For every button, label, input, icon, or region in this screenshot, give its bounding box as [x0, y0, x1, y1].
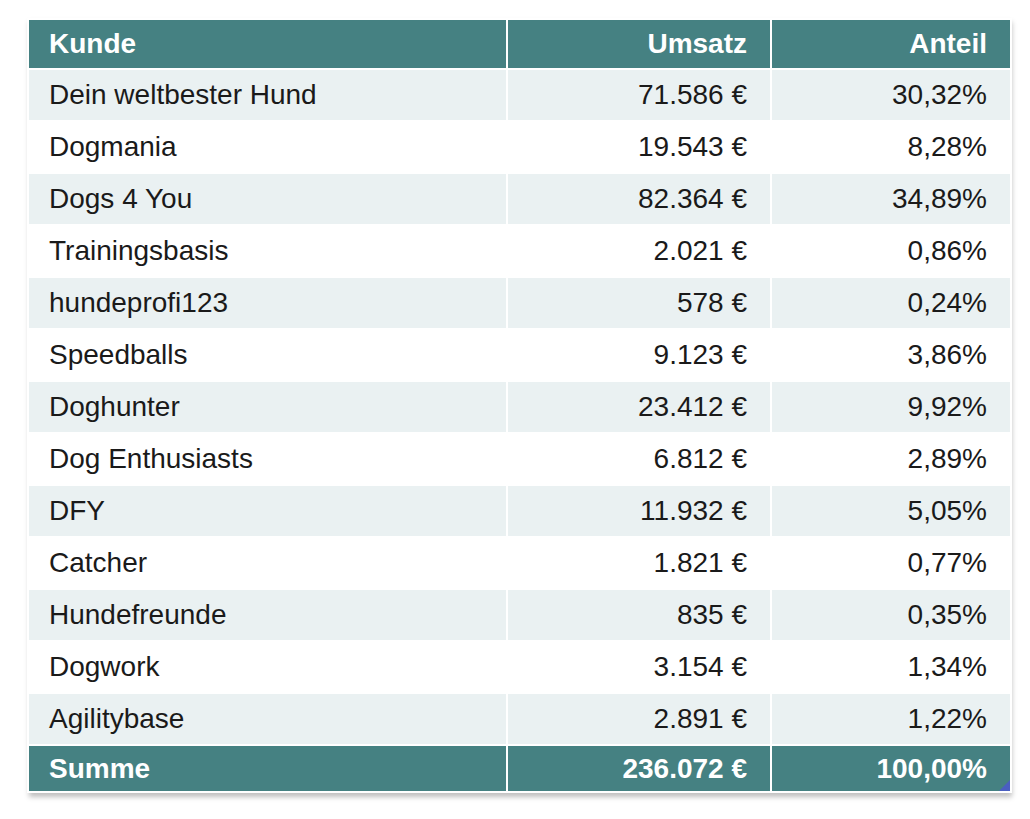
cell-anteil: 5,05% [771, 485, 1011, 537]
cell-kunde: Hundefreunde [28, 589, 507, 641]
cell-anteil: 0,77% [771, 537, 1011, 589]
table-row: Doghunter 23.412 € 9,92% [28, 381, 1011, 433]
cell-anteil: 9,92% [771, 381, 1011, 433]
cell-umsatz: 9.123 € [507, 329, 771, 381]
cell-umsatz: 19.543 € [507, 121, 771, 173]
table-row: Dogs 4 You 82.364 € 34,89% [28, 173, 1011, 225]
cell-kunde: Dein weltbester Hund [28, 69, 507, 121]
table-row: Dogwork 3.154 € 1,34% [28, 641, 1011, 693]
summary-anteil-value: 100,00% [876, 753, 987, 784]
cell-kunde: Agilitybase [28, 693, 507, 745]
column-header-kunde: Kunde [28, 19, 507, 69]
summary-umsatz: 236.072 € [507, 745, 771, 792]
table-row: Agilitybase 2.891 € 1,22% [28, 693, 1011, 745]
table-row: Speedballs 9.123 € 3,86% [28, 329, 1011, 381]
table-row: Catcher 1.821 € 0,77% [28, 537, 1011, 589]
cell-kunde: Trainingsbasis [28, 225, 507, 277]
table-row: Dein weltbester Hund 71.586 € 30,32% [28, 69, 1011, 121]
cell-umsatz: 6.812 € [507, 433, 771, 485]
cell-kunde: Dogwork [28, 641, 507, 693]
cell-umsatz: 71.586 € [507, 69, 771, 121]
cell-umsatz: 1.821 € [507, 537, 771, 589]
table-row: DFY 11.932 € 5,05% [28, 485, 1011, 537]
cell-umsatz: 82.364 € [507, 173, 771, 225]
table-row: hundeprofi123 578 € 0,24% [28, 277, 1011, 329]
cell-kunde: Catcher [28, 537, 507, 589]
cell-anteil: 0,35% [771, 589, 1011, 641]
table-row: Hundefreunde 835 € 0,35% [28, 589, 1011, 641]
cell-anteil: 30,32% [771, 69, 1011, 121]
cell-kunde: Dog Enthusiasts [28, 433, 507, 485]
customer-revenue-table: Kunde Umsatz Anteil Dein weltbester Hund… [27, 18, 1010, 793]
cell-umsatz: 2.021 € [507, 225, 771, 277]
cell-anteil: 1,22% [771, 693, 1011, 745]
summary-label: Summe [28, 745, 507, 792]
cell-umsatz: 3.154 € [507, 641, 771, 693]
header-row: Kunde Umsatz Anteil [28, 19, 1011, 69]
cell-kunde: Doghunter [28, 381, 507, 433]
table-row: Dog Enthusiasts 6.812 € 2,89% [28, 433, 1011, 485]
cell-kunde: Speedballs [28, 329, 507, 381]
cell-anteil: 8,28% [771, 121, 1011, 173]
table-row: Dogmania 19.543 € 8,28% [28, 121, 1011, 173]
cell-kunde: DFY [28, 485, 507, 537]
table-row: Trainingsbasis 2.021 € 0,86% [28, 225, 1011, 277]
table-footer: Summe 236.072 € 100,00% [28, 745, 1011, 792]
cell-kunde: hundeprofi123 [28, 277, 507, 329]
column-header-umsatz: Umsatz [507, 19, 771, 69]
column-header-anteil: Anteil [771, 19, 1011, 69]
table-corner-resize-handle[interactable] [999, 780, 1010, 791]
summary-anteil: 100,00% [771, 745, 1011, 792]
cell-anteil: 34,89% [771, 173, 1011, 225]
cell-kunde: Dogs 4 You [28, 173, 507, 225]
cell-anteil: 2,89% [771, 433, 1011, 485]
summary-row: Summe 236.072 € 100,00% [28, 745, 1011, 792]
table-body: Dein weltbester Hund 71.586 € 30,32% Dog… [28, 69, 1011, 745]
cell-kunde: Dogmania [28, 121, 507, 173]
cell-anteil: 3,86% [771, 329, 1011, 381]
cell-anteil: 0,86% [771, 225, 1011, 277]
cell-umsatz: 578 € [507, 277, 771, 329]
revenue-share-table: Kunde Umsatz Anteil Dein weltbester Hund… [27, 18, 1012, 793]
cell-umsatz: 11.932 € [507, 485, 771, 537]
cell-anteil: 1,34% [771, 641, 1011, 693]
cell-umsatz: 23.412 € [507, 381, 771, 433]
cell-umsatz: 2.891 € [507, 693, 771, 745]
cell-umsatz: 835 € [507, 589, 771, 641]
cell-anteil: 0,24% [771, 277, 1011, 329]
table-header: Kunde Umsatz Anteil [28, 19, 1011, 69]
